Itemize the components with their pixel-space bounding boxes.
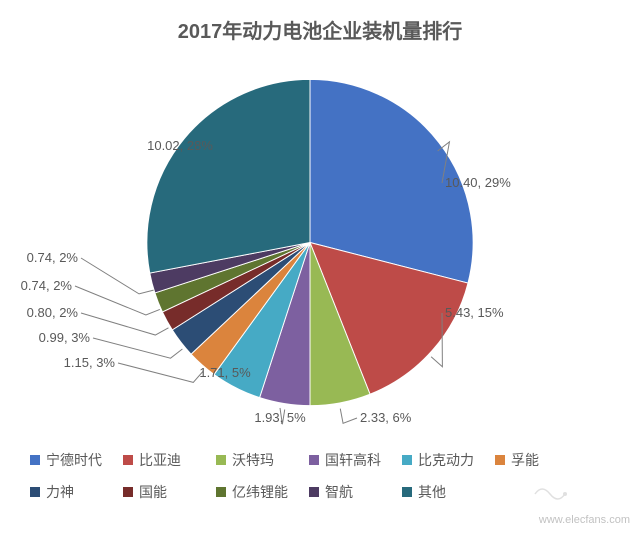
legend-marker (402, 487, 412, 497)
legend-item: 孚能 (495, 450, 570, 470)
legend: 宁德时代 比亚迪 沃特玛 国轩高科 比克动力 孚能力神 国能 亿纬锂能 智航 其他 (30, 450, 610, 514)
legend-label: 比克动力 (418, 450, 474, 470)
legend-marker (309, 487, 319, 497)
legend-label: 力神 (46, 482, 74, 502)
legend-item: 其他 (402, 482, 477, 502)
legend-label: 国轩高科 (325, 450, 381, 470)
legend-label: 亿纬锂能 (232, 482, 288, 502)
legend-item: 沃特玛 (216, 450, 291, 470)
watermark-icon (530, 479, 570, 514)
legend-marker (309, 455, 319, 465)
legend-marker (495, 455, 505, 465)
slice-label: 1.71, 5% (199, 365, 250, 380)
pie-chart (125, 65, 495, 420)
chart-container: 2017年动力电池企业装机量排行 10.40, 29% 5.43, 15% 2.33… (0, 0, 640, 534)
slice-label: 2.33, 6% (360, 410, 411, 425)
legend-marker (216, 455, 226, 465)
legend-item: 比克动力 (402, 450, 477, 470)
legend-label: 比亚迪 (139, 450, 181, 470)
legend-item: 亿纬锂能 (216, 482, 291, 502)
slice-label: 5.43, 15% (445, 305, 504, 320)
legend-item: 智航 (309, 482, 384, 502)
legend-marker (123, 455, 133, 465)
slice-label: 0.74, 2% (27, 250, 78, 265)
legend-item: 力神 (30, 482, 105, 502)
legend-marker (402, 455, 412, 465)
pie-slice (147, 79, 310, 273)
slice-label: 10.40, 29% (445, 175, 511, 190)
slice-label: 0.80, 2% (27, 305, 78, 320)
slice-label: 0.99, 3% (39, 330, 90, 345)
legend-label: 其他 (418, 482, 446, 502)
legend-label: 智航 (325, 482, 353, 502)
legend-label: 宁德时代 (46, 450, 102, 470)
legend-label: 国能 (139, 482, 167, 502)
legend-item: 比亚迪 (123, 450, 198, 470)
legend-marker (123, 487, 133, 497)
legend-label: 孚能 (511, 450, 539, 470)
legend-marker (30, 455, 40, 465)
slice-label: 0.74, 2% (21, 278, 72, 293)
legend-marker (216, 487, 226, 497)
legend-item: 国轩高科 (309, 450, 384, 470)
slice-label: 1.93, 5% (254, 410, 305, 425)
legend-item: 国能 (123, 482, 198, 502)
watermark-text: www.elecfans.com (539, 514, 630, 526)
slice-label: 10.02, 28% (147, 138, 213, 153)
legend-label: 沃特玛 (232, 450, 274, 470)
legend-item: 宁德时代 (30, 450, 105, 470)
slice-label: 1.15, 3% (64, 355, 115, 370)
legend-marker (30, 487, 40, 497)
chart-title: 2017年动力电池企业装机量排行 (0, 0, 640, 44)
